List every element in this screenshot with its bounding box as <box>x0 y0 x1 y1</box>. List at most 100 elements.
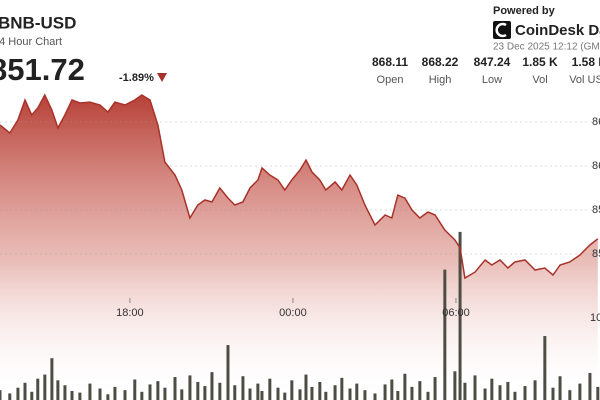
stat-value: 847.24 <box>474 55 511 69</box>
plot-area: 865.00 860.00 855.00 850.00 10 18:00 00:00 06:0… <box>0 93 600 400</box>
volume-bar <box>78 392 82 400</box>
volume-bar <box>260 390 264 400</box>
volume-bar <box>8 393 12 400</box>
x-tick-label: 00:00 <box>279 307 307 319</box>
volume-bar <box>88 383 92 400</box>
stat-label: Vol <box>532 74 547 86</box>
volume-bar <box>533 380 537 400</box>
volume-bar <box>513 391 517 400</box>
stat-label: Low <box>482 74 502 86</box>
volume-bar <box>210 372 214 400</box>
stat-value: 868.22 <box>422 55 459 69</box>
volume-bar <box>16 387 20 400</box>
volume-bar <box>373 393 377 400</box>
volume-bar <box>56 380 60 400</box>
volume-bar <box>340 377 344 400</box>
volume-bar <box>226 345 230 400</box>
timestamp: 23 Dec 2025 12:12 (GMT) <box>493 42 600 53</box>
volume-bar <box>558 376 562 400</box>
volume-bar <box>363 390 367 400</box>
y-tick-label: 860.00 <box>592 160 600 172</box>
y-tick-label: 865.00 <box>592 116 600 128</box>
stat-label: Vol USD <box>569 74 600 86</box>
volume-bar <box>63 385 67 400</box>
volume-bar <box>310 386 314 400</box>
volume-bar <box>348 388 352 400</box>
volume-bar <box>123 390 127 400</box>
volume-bar <box>203 386 207 400</box>
brand-logo-mark <box>495 22 507 38</box>
volume-bar <box>568 390 572 400</box>
volume-bar <box>156 381 160 400</box>
volume-bar <box>290 380 294 400</box>
volume-bar <box>298 389 302 400</box>
volume-bar <box>106 394 110 400</box>
volume-bar <box>490 378 494 400</box>
volume-bar <box>180 389 184 400</box>
volume-bar <box>173 377 177 400</box>
volume-bar <box>498 385 502 400</box>
volume-bar <box>188 375 192 400</box>
volume-bar <box>433 377 437 400</box>
volume-bar <box>443 269 447 400</box>
volume-bar <box>390 379 394 400</box>
current-price: 851.72 <box>0 52 85 87</box>
volume-bar <box>578 383 582 400</box>
price-change: -1.89% <box>119 72 154 84</box>
volume-bar <box>196 381 200 400</box>
chart-subtitle: 24 Hour Chart <box>0 36 62 48</box>
volume-bar <box>140 391 144 400</box>
price-area <box>0 95 598 400</box>
volume-bar <box>403 373 407 400</box>
stat-label: High <box>429 74 452 86</box>
stat-value: 1.58 M <box>572 55 600 69</box>
y-tick-label: 850.00 <box>592 248 600 260</box>
x-tick-label: 06:00 <box>442 307 470 319</box>
volume-bar <box>50 358 54 400</box>
volume-bar <box>418 381 422 400</box>
volume-bar <box>98 388 102 400</box>
volume-bar <box>23 382 27 400</box>
down-arrow <box>157 73 167 82</box>
volume-bar <box>506 381 510 400</box>
volume-bar <box>233 385 237 400</box>
volume-bar <box>0 390 2 400</box>
powered-by: Powered by <box>493 5 556 17</box>
volume-bar <box>324 391 328 400</box>
volume-bar <box>410 386 414 400</box>
volume-bar <box>458 231 462 400</box>
volume-bar <box>588 372 592 400</box>
volume-bar <box>113 386 117 400</box>
volume-bar <box>248 388 252 400</box>
x-tick-label: 18:00 <box>116 307 144 319</box>
volume-bar <box>133 379 137 400</box>
volume-bar <box>30 391 34 400</box>
volume-bar <box>523 386 527 400</box>
stat-label: Open <box>377 74 404 86</box>
stats: 868.11 Open 868.22 High 847.24 Low 1.85 K Vol 1.… <box>372 55 600 86</box>
volume-bar <box>333 385 337 400</box>
volume-bar <box>70 390 74 400</box>
volume-bar <box>304 374 308 400</box>
volume-bar <box>318 381 322 400</box>
volume-bar <box>551 387 555 400</box>
volume-bar <box>163 387 167 400</box>
volume-bar <box>396 390 400 400</box>
volume-bar <box>268 378 272 400</box>
volume-bar <box>543 336 547 400</box>
brand-name: CoinDesk Data <box>515 22 600 39</box>
volume-bar <box>276 387 280 400</box>
volume-bar <box>453 371 457 400</box>
volume-bar <box>463 382 467 400</box>
volume-bar <box>426 391 430 400</box>
volume-bar <box>483 388 487 400</box>
volume-bar <box>241 376 245 400</box>
volume-bar <box>473 375 477 400</box>
volume-bar <box>596 386 600 400</box>
volume-bar <box>148 384 152 400</box>
volume-bar <box>218 382 222 400</box>
volume-bar <box>36 378 40 400</box>
y2-tick-label: 10 <box>590 312 600 324</box>
price-line <box>0 93 599 280</box>
